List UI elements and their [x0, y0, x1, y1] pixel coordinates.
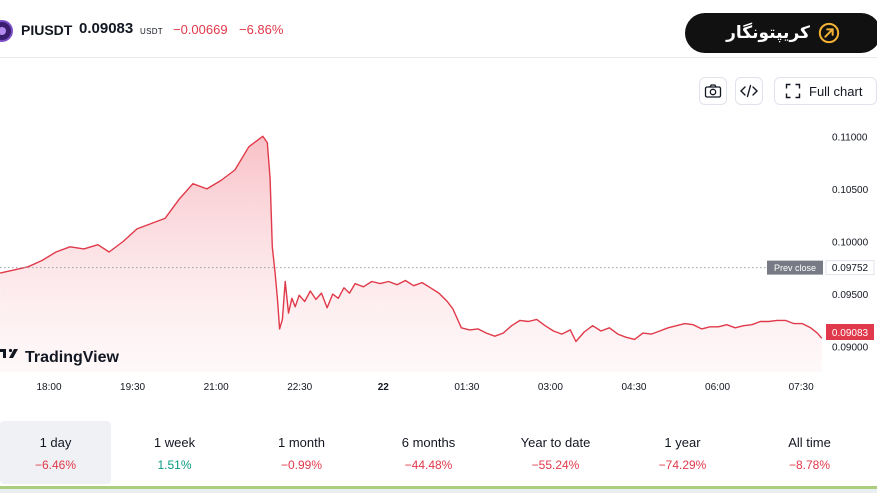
y-tick-label: 0.10500	[832, 185, 869, 196]
x-tick-label: 03:00	[538, 382, 563, 393]
timeframe-tab[interactable]: 1 month −0.99%	[238, 421, 365, 484]
last-price: 0.09083	[79, 20, 134, 37]
brand-text: کریپتونگار	[726, 23, 810, 43]
embed-code-button[interactable]	[735, 77, 763, 105]
watermark-text: TradingView	[25, 349, 120, 366]
timeframe-tab-label: 1 year	[664, 435, 701, 450]
symbol-name[interactable]: PIUSDT	[21, 22, 73, 38]
prev-close-value: 0.09752	[832, 263, 869, 274]
y-tick-label: 0.10000	[832, 238, 869, 249]
x-tick-label: 22:30	[287, 382, 312, 393]
timeframe-tab-label: Year to date	[520, 435, 591, 450]
x-tick-label: 01:30	[454, 382, 479, 393]
y-tick-label: 0.09000	[832, 343, 869, 354]
price-change-percent: −6.86%	[239, 22, 284, 37]
timeframe-tab-change: −8.78%	[788, 458, 831, 472]
timeframe-tab[interactable]: 1 year −74.29%	[619, 421, 746, 484]
camera-icon	[704, 84, 722, 98]
tradingview-logo-icon	[0, 348, 18, 358]
timeframe-tab-change: −6.46%	[34, 458, 77, 472]
timeframe-tab-change: −55.24%	[531, 458, 580, 472]
x-tick-label: 04:30	[621, 382, 646, 393]
x-tick-label: 21:00	[204, 382, 229, 393]
price-line	[0, 135, 823, 343]
price-chart[interactable]: 0.11000 0.10500 0.10000 0.09500 0.09000 18:0…	[0, 110, 877, 400]
last-price-label-bg	[826, 324, 874, 341]
fullscreen-icon	[785, 83, 801, 99]
x-tick-label: 06:00	[705, 382, 730, 393]
plot-area	[0, 135, 823, 372]
prev-close-label: Prev close	[774, 263, 816, 273]
code-icon	[740, 84, 758, 98]
timeframe-tabs: 1 day −6.46% 1 week 1.51% 1 month −0.99% 6 mon…	[0, 421, 877, 485]
price-area-fill	[0, 136, 822, 372]
x-tick-label: 18:00	[36, 382, 61, 393]
y-tick-label: 0.09500	[832, 290, 869, 301]
currency-label: USDT	[140, 27, 163, 36]
timeframe-tab-change: −74.29%	[658, 458, 707, 472]
timeframe-tab-change: −0.99%	[280, 458, 323, 472]
timeframe-tab-label: 1 day	[39, 435, 72, 450]
timeframe-tab-label: 1 week	[153, 435, 196, 450]
timeframe-tab-label: 6 months	[401, 435, 456, 450]
timeframe-tab[interactable]: 1 week 1.51%	[111, 421, 238, 484]
snapshot-button[interactable]	[699, 77, 727, 105]
brand-logo-icon	[818, 22, 840, 44]
x-tick-label: 07:30	[789, 382, 814, 393]
price-labels: Prev close 0.09752 0.09083	[767, 260, 875, 341]
price-change: −0.00669	[173, 22, 228, 37]
brand-badge[interactable]: کریپتونگار	[685, 13, 877, 53]
timeframe-tab-change: −44.48%	[404, 458, 453, 472]
timeframe-tab[interactable]: All time −8.78%	[746, 421, 873, 484]
pi-coin-icon	[0, 20, 13, 42]
symbol-header: PIUSDT 0.09083 USDT −0.00669 −6.86%	[0, 0, 877, 58]
timeframe-tab[interactable]: 6 months −44.48%	[365, 421, 492, 484]
x-tick-label: 19:30	[120, 382, 145, 393]
timeframe-tab-change: 1.51%	[157, 458, 192, 472]
x-axis: 18:00 19:30 21:00 22:30 22 01:30 03:00 04:30 06:…	[36, 382, 814, 393]
full-chart-button[interactable]: Full chart	[774, 77, 877, 105]
last-price-label: 0.09083	[832, 328, 869, 339]
timeframe-tab-label: All time	[788, 435, 831, 450]
full-chart-label: Full chart	[809, 83, 863, 99]
x-tick-label: 22	[378, 382, 390, 393]
tradingview-watermark: TradingView	[0, 348, 120, 366]
timeframe-tab[interactable]: 1 day −6.46%	[0, 421, 111, 484]
y-tick-label: 0.11000	[832, 132, 868, 143]
timeframe-tab-label: 1 month	[278, 435, 325, 450]
bottom-bar	[0, 486, 877, 493]
y-axis: 0.11000 0.10500 0.10000 0.09500 0.09000	[832, 132, 869, 353]
timeframe-tab[interactable]: Year to date −55.24%	[492, 421, 619, 484]
prev-close-label-bg	[767, 260, 823, 275]
prev-close-value-bg	[825, 260, 875, 276]
